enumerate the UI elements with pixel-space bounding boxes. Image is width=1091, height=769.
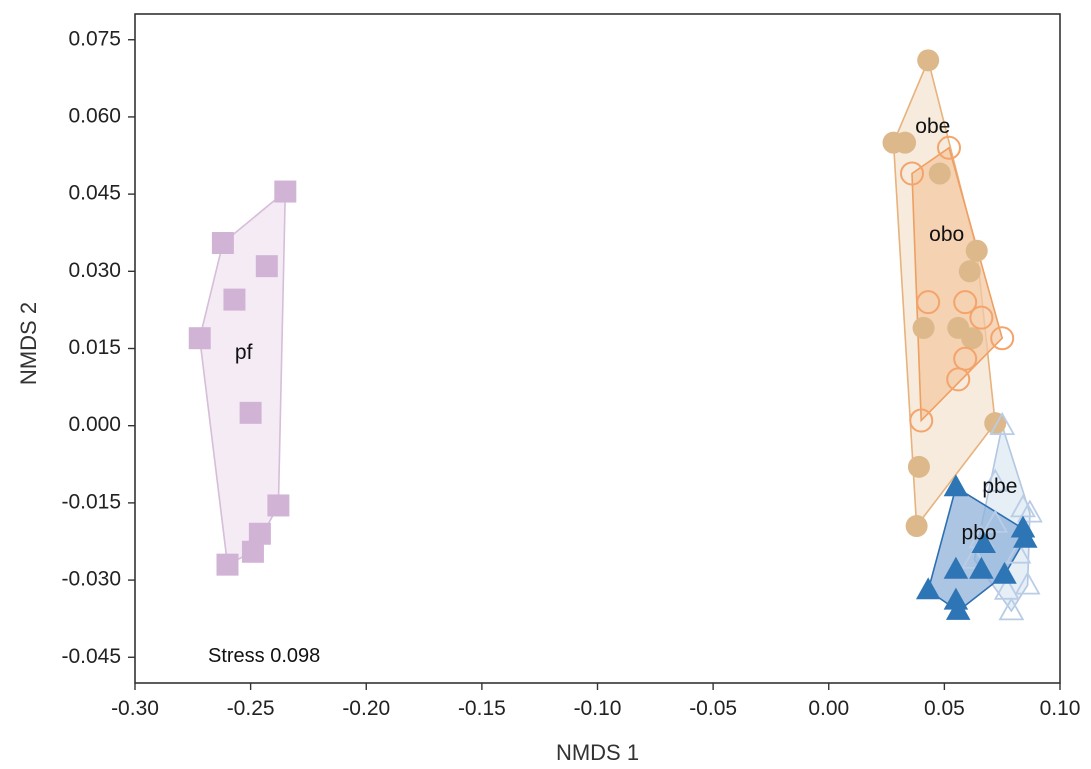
point-obo-1 [900,161,924,186]
point-obe-10 [907,455,930,478]
point-obo-5 [990,326,1015,351]
point-obe-2 [894,131,917,154]
point-pbe-8 [1014,571,1041,595]
point-pf-8 [241,540,264,563]
point-pbe-1 [982,468,1009,492]
point-pbo-0 [943,474,969,497]
point-obo-2 [916,290,941,315]
point-obe-3 [928,162,951,185]
point-pf-5 [239,401,262,424]
group-label-pbo: pbo [962,521,997,544]
group-label-obe: obe [915,115,950,138]
point-pbo-4 [943,556,969,579]
x-tick-label: 0.05 [924,697,965,720]
point-pbo-5 [969,556,994,579]
x-axis-title: NMDS 1 [556,740,639,765]
x-tick-label: 0.00 [808,697,849,720]
point-pbe-7 [961,545,988,569]
point-pf-2 [255,255,278,278]
point-pf-0 [274,180,297,203]
point-pf-6 [267,494,290,517]
group-label-obo: obo [929,223,964,246]
point-obo-0 [937,135,961,160]
y-tick-label: -0.030 [61,568,121,591]
point-pbe-0 [989,411,1016,436]
x-tick-label: -0.25 [227,697,275,720]
y-tick-label: 0.015 [68,336,121,359]
point-obe-0 [917,49,940,72]
group-labels: pf obe obo pbe pbo [235,115,1017,545]
point-obe-6 [912,316,935,339]
y-axis-ticks: 0.075 0.060 0.045 0.030 0.015 0.000 -0.015 -0.0… [61,27,135,668]
point-obo-4 [969,305,994,330]
group-label-pf: pf [235,341,253,364]
point-obe-4 [965,239,988,262]
point-pbo-7 [915,577,941,600]
y-tick-label: 0.045 [68,182,121,205]
y-tick-label: 0.060 [68,104,121,127]
y-tick-label: 0.030 [68,259,121,282]
point-pbe-10 [993,576,1020,600]
point-pbe-3 [1016,499,1043,523]
x-tick-label: -0.05 [689,697,737,720]
y-tick-label: -0.045 [61,645,121,668]
point-obe-8 [961,327,984,350]
point-pbe-4 [982,509,1009,533]
point-pf-4 [188,327,211,350]
y-tick-label: 0.075 [68,27,121,50]
point-obo-3 [953,290,978,315]
y-tick-label: -0.015 [61,490,121,513]
data-points [188,49,1043,621]
x-tick-label: -0.20 [342,697,390,720]
point-pf-3 [223,288,246,311]
point-pbo-6 [992,561,1017,584]
x-tick-label: -0.10 [574,697,622,720]
hull-obo [911,146,1004,423]
point-pf-7 [248,522,271,545]
point-pbo-3 [971,531,996,553]
point-pbe-9 [998,597,1025,621]
x-axis-ticks: -0.30 -0.25 -0.20 -0.15 -0.10 -0.05 0.00 0.05 0.… [111,683,1080,720]
point-pf-9 [216,553,239,576]
x-tick-label: -0.15 [458,697,506,720]
point-pbo-9 [945,597,971,620]
point-pf-1 [211,232,234,255]
x-tick-label: 0.10 [1040,697,1081,720]
y-tick-label: 0.000 [68,413,121,436]
point-obe-5 [958,260,981,283]
point-obo-8 [909,408,934,433]
x-tick-label: -0.30 [111,697,159,720]
point-obo-7 [946,367,971,392]
stress-annotation: Stress 0.098 [208,645,320,667]
point-pbo-2 [1013,525,1038,548]
y-axis-title: NMDS 2 [16,302,41,385]
group-label-pbe: pbe [982,475,1017,498]
point-obe-11 [905,515,928,538]
point-pbe-6 [1005,540,1032,564]
